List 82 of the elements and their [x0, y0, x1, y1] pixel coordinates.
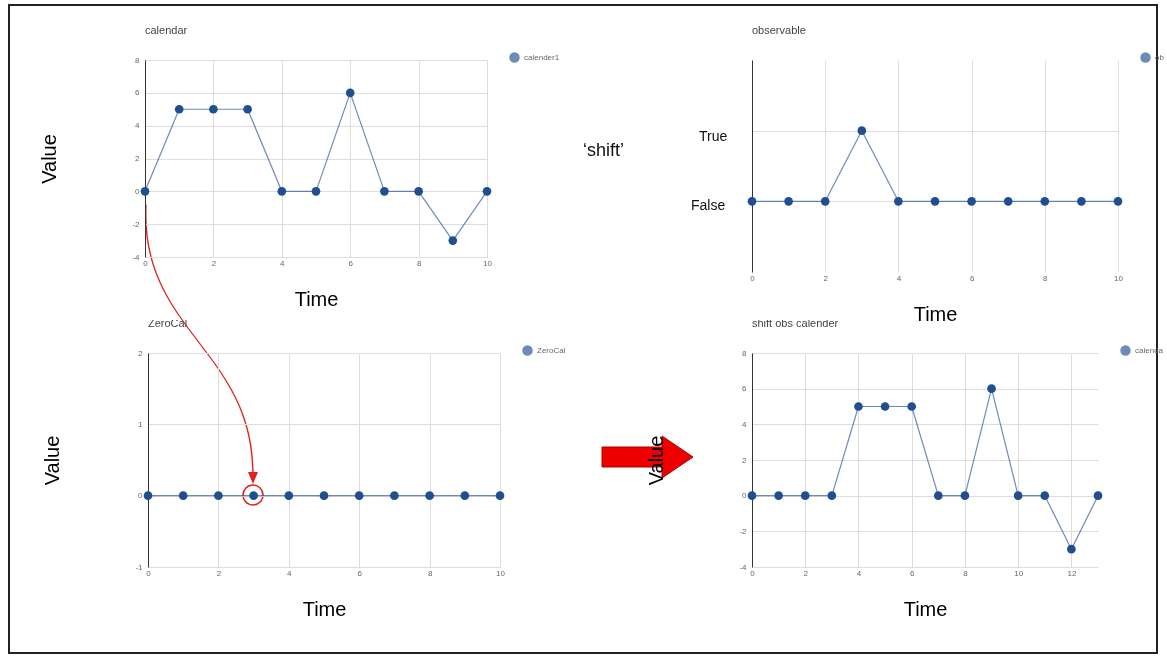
point: [277, 187, 287, 196]
point: [1040, 491, 1050, 500]
x-tick-label: 12: [1067, 568, 1077, 578]
point: [747, 491, 757, 500]
x-tick-label: 2: [823, 273, 829, 283]
x-tick-label: 2: [216, 568, 222, 578]
x-tick-label: 6: [909, 568, 915, 578]
point: [774, 491, 783, 500]
text: ‘shift’: [583, 140, 625, 161]
x-tick-label: 6: [348, 258, 354, 268]
y-tick-label: 6: [135, 88, 141, 98]
y-tick-label: 2: [138, 348, 144, 358]
y-axis-title: Value: [645, 435, 668, 486]
point: [987, 384, 996, 393]
point: [174, 104, 184, 114]
point: [880, 402, 890, 411]
point: [243, 104, 252, 114]
x-axis-title: Time: [913, 302, 958, 325]
y-tick-label: 4: [742, 419, 748, 429]
chart-title: observable: [752, 24, 806, 36]
point: [1067, 544, 1076, 554]
y-tick-label: 4: [135, 121, 141, 131]
y-tick-label: 0: [135, 186, 141, 196]
y-tick-label: -2: [739, 526, 748, 536]
point: [827, 491, 837, 500]
y-tick-label: 8: [135, 55, 141, 65]
text: True: [699, 128, 728, 144]
x-tick-label: 4: [896, 273, 902, 283]
point: [311, 187, 321, 196]
x-axis-title: Time: [294, 287, 339, 310]
chart-title: shift obs calender: [752, 317, 839, 329]
x-axis-title: Time: [302, 597, 347, 620]
x-tick-label: 2: [803, 568, 809, 578]
y-tick-label: 0: [742, 491, 748, 501]
x-tick-label: 6: [969, 273, 975, 283]
x-tick-label: 6: [357, 568, 363, 578]
y-axis-title: Value: [38, 134, 61, 184]
x-tick-label: 0: [146, 568, 152, 578]
point: [960, 491, 970, 500]
point: [854, 402, 863, 411]
y-tick-label: 2: [742, 455, 748, 465]
point: [907, 402, 917, 411]
point: [1013, 491, 1023, 500]
legend-label: ZeroCal: [537, 345, 566, 355]
x-tick-label: 4: [280, 258, 286, 268]
point: [800, 491, 810, 500]
chart-title: calendar: [145, 24, 188, 36]
point: [933, 491, 943, 500]
x-tick-label: 4: [287, 568, 293, 578]
x-tick-label: 8: [1043, 273, 1049, 283]
y-tick-label: 0: [138, 491, 144, 501]
x-tick-label: 4: [856, 568, 862, 578]
y-tick-label: 6: [742, 384, 748, 394]
legend-label: calender1: [524, 52, 560, 62]
y-tick-label: 1: [138, 419, 144, 429]
text: False: [691, 197, 726, 213]
x-tick-label: 8: [416, 258, 422, 268]
point: [448, 236, 458, 245]
point: [1093, 491, 1103, 500]
y-tick-label: -2: [132, 219, 141, 229]
point: [209, 104, 218, 114]
x-tick-label: 0: [750, 273, 756, 283]
y-tick-label: -1: [135, 562, 144, 572]
y-tick-label: -4: [132, 252, 141, 262]
y-axis-title: Value: [41, 435, 64, 486]
y-tick-label: -4: [739, 562, 748, 572]
x-tick-label: 2: [211, 258, 217, 268]
y-tick-label: 8: [742, 348, 748, 358]
point: [140, 187, 150, 196]
x-tick-label: 8: [963, 568, 969, 578]
x-tick-label: 0: [750, 568, 756, 578]
point: [414, 187, 423, 196]
point: [380, 187, 389, 196]
x-tick-label: 10: [1114, 273, 1124, 283]
x-tick-label: 10: [483, 258, 493, 268]
x-tick-label: 10: [1014, 568, 1024, 578]
y-tick-label: 2: [135, 154, 141, 163]
x-tick-label: 10: [496, 568, 506, 578]
point: [482, 187, 492, 196]
x-tick-label: 8: [427, 568, 433, 578]
x-axis-title: Time: [903, 597, 948, 620]
point: [345, 88, 355, 98]
